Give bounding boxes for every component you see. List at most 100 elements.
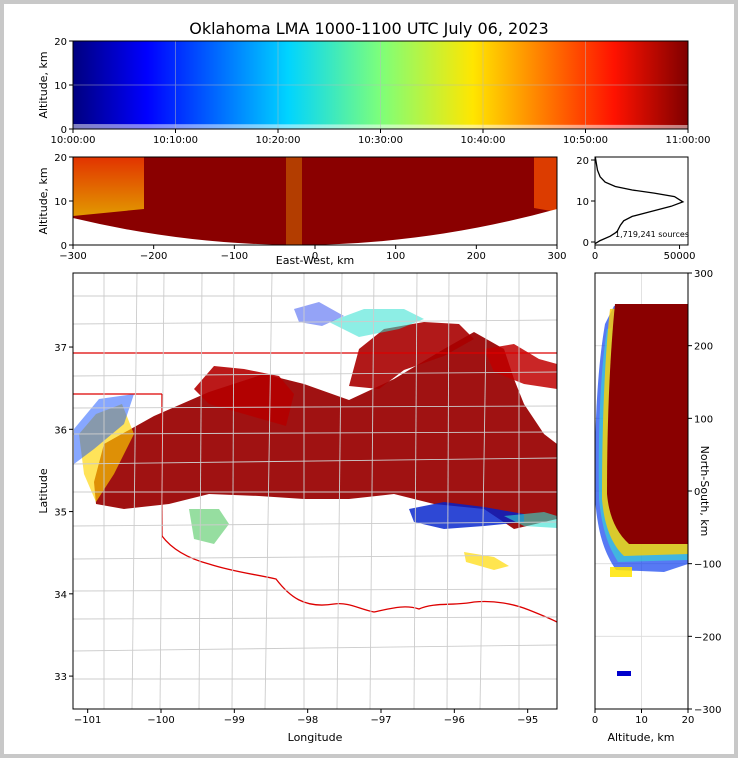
county-line — [231, 273, 235, 709]
altitude-histogram-panel: 0 10 20 0 50000 1,719,241 sources — [576, 156, 695, 262]
time-height-x-tick-label: 11:00:00 — [666, 135, 711, 146]
plan-south-cyan-band — [504, 512, 557, 528]
county-line — [73, 521, 557, 527]
county-line — [73, 616, 557, 620]
plan-x-tick-label: −99 — [224, 715, 245, 726]
time-height-y-tick-label: 20 — [54, 37, 67, 48]
plan-frame — [72, 272, 558, 710]
plan-northeast-cells — [484, 344, 557, 389]
plan-north-cyan-fringe — [329, 309, 424, 337]
county-line — [73, 319, 557, 325]
time-height-panel: 0 10 20 10:00:00 10:10:00 10:20:00 10:30:00 10… — [37, 37, 710, 146]
plan-southeast-yellow-patch — [464, 552, 509, 570]
county-line — [446, 273, 450, 709]
plan-view-panel: 33 34 35 36 37 −101 −100 −99 −98 −97 −96 −95 Longi… — [37, 272, 558, 744]
ns-y-tick-label: 300 — [694, 269, 713, 280]
ew-center-band — [286, 157, 302, 245]
plan-north-blue-scatter — [294, 302, 344, 326]
ew-y-tick-label: 0 — [61, 241, 67, 252]
county-line — [131, 273, 138, 709]
lma-figure: Oklahoma LMA 1000-1100 UTC July 06, 2023… — [37, 19, 722, 744]
county-line — [73, 588, 557, 592]
ew-ylabel: Altitude, km — [37, 167, 50, 234]
county-line — [369, 273, 375, 709]
county-line — [264, 273, 273, 709]
north-south-panel: −300 −200 −100 0 100 200 300 0 10 20 Altitude, k… — [592, 269, 722, 744]
plan-x-tick-label: −100 — [147, 715, 174, 726]
plan-x-tick-label: −95 — [517, 715, 538, 726]
ns-y-tick-label: −300 — [694, 705, 721, 716]
plan-y-tick-label: 34 — [54, 590, 67, 601]
ns-isolated-sources — [617, 671, 631, 676]
east-west-panel: 0 10 20 −300 −200 −100 0 100 200 300 East-West, … — [37, 153, 567, 267]
plan-xlabel: Longitude — [288, 731, 343, 744]
plan-northwest-lobe — [194, 366, 294, 426]
time-height-x-tick-label: 10:40:00 — [461, 135, 506, 146]
time-height-y-tick-label: 10 — [54, 81, 67, 92]
histogram-y-tick-label: 20 — [576, 156, 589, 167]
time-height-x-tick-label: 10:10:00 — [153, 135, 198, 146]
ns-y-tick-label: −100 — [694, 560, 721, 571]
ew-x-tick-label: 100 — [386, 251, 405, 262]
ew-x-tick-label: 300 — [547, 251, 566, 262]
ew-east-fringe — [534, 157, 557, 212]
ew-x-tick-label: −200 — [140, 251, 167, 262]
plan-southwest-green-patch — [189, 509, 229, 544]
time-height-x-tick-label: 10:20:00 — [256, 135, 301, 146]
plan-y-tick-label: 36 — [54, 425, 67, 436]
ns-x-tick-label: 20 — [682, 715, 695, 726]
histogram-source-count: 1,719,241 sources — [615, 230, 689, 239]
plan-x-tick-label: −101 — [74, 715, 101, 726]
county-line — [159, 273, 165, 709]
ew-west-fringe — [73, 157, 144, 216]
plan-x-tick-label: −96 — [444, 715, 465, 726]
plan-north-line — [349, 322, 474, 389]
ew-low-gap — [73, 209, 557, 245]
histogram-y-tick-label: 10 — [576, 197, 589, 208]
ns-y-tick-label: 100 — [694, 414, 713, 425]
ns-x-tick-label: 10 — [635, 715, 648, 726]
ns-yellow-cluster — [610, 567, 632, 577]
histogram-y-tick-label: 0 — [583, 238, 589, 249]
ew-y-tick-label: 10 — [54, 197, 67, 208]
ns-y-tick-label: 0 — [694, 487, 700, 498]
county-line — [73, 371, 557, 377]
histogram-x-tick-label: 50000 — [664, 251, 696, 262]
ew-x-tick-label: 0 — [312, 251, 318, 262]
county-line — [479, 273, 488, 709]
red-river-border — [161, 535, 557, 623]
time-height-y-tick-label: 0 — [61, 125, 67, 136]
ns-y-tick-label: 200 — [694, 342, 713, 353]
time-height-x-tick-label: 10:30:00 — [358, 135, 403, 146]
plan-y-tick-label: 35 — [54, 508, 67, 519]
figure-frame: Oklahoma LMA 1000-1100 UTC July 06, 2023… — [4, 4, 734, 754]
ns-xlabel: Altitude, km — [607, 731, 674, 744]
county-line — [73, 457, 557, 465]
county-line — [73, 405, 557, 409]
ew-x-tick-label: 200 — [467, 251, 486, 262]
plan-y-tick-label: 33 — [54, 672, 67, 683]
plan-ylabel: Latitude — [37, 468, 50, 514]
ew-x-tick-label: −100 — [221, 251, 248, 262]
chart-title: Oklahoma LMA 1000-1100 UTC July 06, 2023 — [189, 19, 548, 38]
time-height-x-tick-label: 10:00:00 — [51, 135, 96, 146]
ns-source-mass — [607, 304, 688, 544]
time-height-x-tick-label: 10:50:00 — [563, 135, 608, 146]
county-line — [413, 273, 418, 709]
plan-x-tick-label: −98 — [297, 715, 318, 726]
time-height-ylabel: Altitude, km — [37, 51, 50, 118]
ns-ylabel: North-South, km — [698, 446, 711, 537]
ew-xlabel: East-West, km — [276, 254, 354, 267]
county-line — [73, 554, 557, 560]
county-line — [198, 273, 203, 709]
county-line — [73, 644, 557, 652]
plan-main-storm-mass — [94, 332, 557, 529]
county-line — [73, 431, 557, 435]
plan-view-layers — [73, 273, 557, 709]
altitude-histogram-line — [594, 156, 685, 245]
plan-y-tick-label: 37 — [54, 343, 67, 354]
ns-x-tick-label: 0 — [592, 715, 598, 726]
ew-y-tick-label: 20 — [54, 153, 67, 164]
histogram-x-tick-label: 0 — [592, 251, 598, 262]
ew-x-tick-label: −300 — [59, 251, 86, 262]
